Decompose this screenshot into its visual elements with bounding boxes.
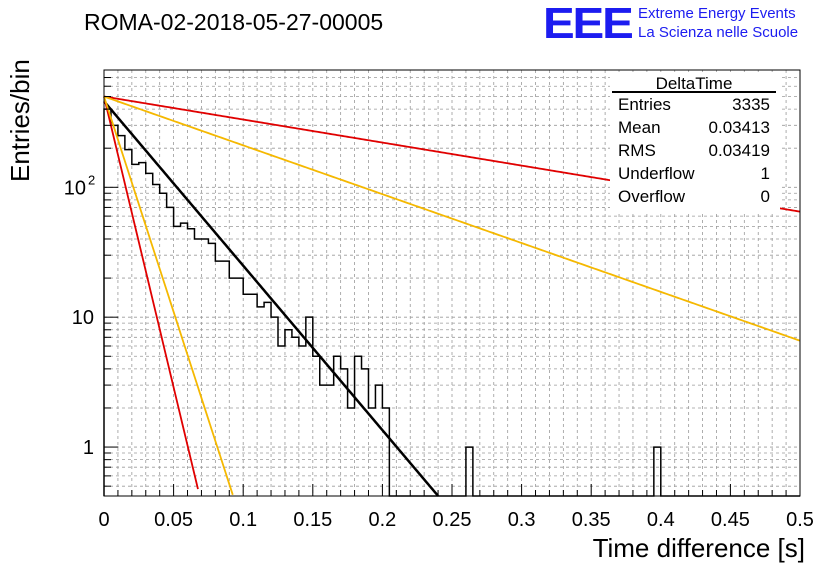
stats-box-bg — [610, 72, 780, 214]
stats-box-title: DeltaTime — [656, 74, 733, 93]
histogram-bin — [250, 294, 257, 496]
x-tick-label: 0.2 — [368, 509, 396, 531]
histogram-bin — [181, 223, 188, 496]
curve-fit — [103, 100, 440, 497]
histogram-bin — [382, 408, 389, 496]
histogram-bin — [466, 447, 473, 496]
histogram-bin — [654, 447, 661, 496]
histogram-bin — [243, 294, 250, 496]
histogram-bin — [313, 356, 320, 496]
stats-row-label: Overflow — [618, 187, 686, 206]
histogram-bin — [222, 261, 229, 496]
stats-row-value: 0.03419 — [709, 141, 770, 160]
stats-row-label: Mean — [618, 118, 661, 137]
histogram-bin — [174, 226, 181, 496]
stats-row-label: Entries — [618, 95, 671, 114]
eee-logo-line1: Extreme Energy Events — [638, 5, 796, 22]
histogram-bin — [236, 278, 243, 496]
x-axis-label: Time difference [s] — [592, 533, 805, 563]
y-tick-label: 10 — [72, 307, 94, 329]
stats-box: DeltaTime Entries 3335 Mean 0.03413 RMS 0.0341… — [610, 72, 780, 214]
histogram-bin — [292, 337, 299, 496]
histogram-bin — [201, 239, 208, 496]
stats-row-value: 3335 — [732, 95, 770, 114]
x-tick-label: 0.05 — [154, 509, 193, 531]
histogram-bin — [146, 173, 153, 496]
y-axis-label: Entries/bin — [5, 59, 35, 182]
chart-title: ROMA-02-2018-05-27-00005 — [84, 9, 384, 35]
curve-orange-fast — [103, 96, 234, 496]
histogram-bin — [355, 356, 362, 496]
histogram-bin — [167, 207, 174, 496]
x-tick-label: 0.25 — [433, 509, 472, 531]
x-tick-label: 0.1 — [229, 509, 257, 531]
x-tick-label: 0.15 — [293, 509, 332, 531]
histogram-bin — [348, 408, 355, 496]
histogram-bin — [153, 185, 160, 496]
stats-row-value: 0.03413 — [709, 118, 770, 137]
histogram-bin — [208, 243, 215, 496]
eee-logo-line2: La Scienza nelle Scuole — [638, 24, 799, 41]
x-tick-label: 0.35 — [572, 509, 611, 531]
y-tick-exponent: 2 — [88, 172, 95, 187]
curve-orange-slow — [103, 95, 801, 342]
histogram-bin — [299, 346, 306, 496]
x-tick-label: 0.4 — [647, 509, 675, 531]
axes: 0 0.05 0.1 0.15 0.2 0.25 0.3 0.35 0.4 0.45 0.51101… — [64, 69, 814, 531]
histogram-bin — [118, 136, 125, 496]
x-tick-label: 0 — [98, 509, 109, 531]
stats-row-label: RMS — [618, 141, 656, 160]
stats-row-value: 1 — [761, 164, 770, 183]
histogram-bin — [362, 369, 369, 496]
y-tick-label: 10 — [64, 177, 86, 199]
histogram-bin — [104, 109, 111, 496]
histogram-bin — [271, 317, 278, 496]
histogram-bin — [257, 307, 264, 496]
histogram-bin — [320, 385, 327, 496]
histogram-bin — [327, 385, 334, 496]
histogram-bin — [194, 239, 201, 496]
eee-logo-mark: EEE — [543, 0, 634, 48]
histogram-bin — [229, 278, 236, 496]
grid — [104, 70, 800, 496]
y-tick-label: 1 — [83, 437, 94, 459]
stats-row-label: Underflow — [618, 164, 695, 183]
histogram-bin — [278, 346, 285, 496]
curve-red-fast — [103, 96, 199, 490]
histogram-bin — [188, 229, 195, 496]
histogram-bin — [264, 302, 271, 496]
histogram-bin — [111, 125, 118, 496]
histogram-bin — [285, 330, 292, 496]
x-tick-label: 0.5 — [786, 509, 814, 531]
x-tick-label: 0.3 — [508, 509, 536, 531]
histogram-bin — [375, 385, 382, 496]
stats-row-value: 0 — [761, 187, 770, 206]
x-tick-label: 0.45 — [711, 509, 750, 531]
